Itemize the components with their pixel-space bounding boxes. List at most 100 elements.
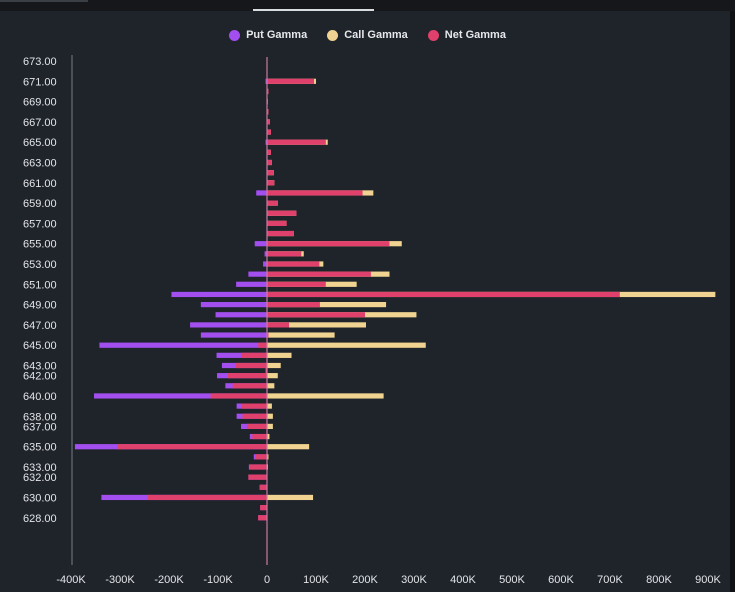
call-gamma-bar: [267, 433, 270, 440]
net-gamma-bar: [267, 271, 371, 277]
net-gamma-bar: [255, 454, 267, 460]
net-gamma-bar: [242, 413, 267, 419]
call-gamma-bar: [267, 383, 275, 389]
tab-indicator-left: [0, 0, 88, 2]
legend-item-put[interactable]: Put Gamma: [229, 29, 307, 41]
net-gamma-bar: [117, 444, 267, 450]
net-gamma-bar: [267, 322, 290, 328]
net-gamma-bar: [267, 261, 320, 267]
x-tick-label: 400K: [450, 574, 476, 586]
call-gamma-bar: [267, 332, 335, 338]
call-gamma-bar: [267, 302, 387, 308]
legend-dot-net: [427, 29, 439, 41]
y-tick-label: 637.00: [23, 421, 57, 433]
y-tick-label: 635.00: [23, 442, 57, 454]
y-tick-label: 655.00: [23, 239, 57, 251]
call-gamma-bar: [267, 322, 366, 328]
net-gamma-bar: [259, 484, 267, 490]
net-gamma-bar: [267, 281, 326, 287]
net-gamma-bar: [267, 180, 275, 186]
net-gamma-bar: [260, 505, 267, 511]
net-gamma-bar: [267, 88, 269, 95]
net-gamma-bar: [147, 494, 267, 501]
net-gamma-bar: [267, 129, 271, 135]
x-tick-label: 100K: [303, 574, 329, 586]
net-gamma-bar: [267, 312, 365, 318]
call-gamma-bar: [267, 373, 278, 379]
put-gamma-bar: [190, 322, 267, 328]
net-gamma-bar: [241, 403, 267, 409]
legend-dot-put: [229, 29, 241, 41]
legend-item-net[interactable]: Net Gamma: [427, 29, 506, 41]
x-tick-label: -200K: [154, 574, 184, 586]
put-gamma-bar: [256, 190, 267, 196]
y-tick-label: 663.00: [23, 158, 57, 170]
put-gamma-bar: [215, 312, 267, 318]
legend-label-net: Net Gamma: [444, 29, 506, 41]
net-gamma-bar: [258, 342, 267, 348]
call-gamma-bar: [267, 342, 426, 348]
call-gamma-bar: [267, 494, 314, 501]
net-gamma-bar: [265, 367, 267, 374]
legend-label-put: Put Gamma: [246, 29, 308, 41]
x-tick-label: 200K: [352, 574, 378, 586]
put-gamma-bar: [99, 342, 267, 348]
x-tick-label: 700K: [597, 574, 623, 586]
x-tick-label: 300K: [401, 574, 427, 586]
net-gamma-bar: [235, 362, 267, 369]
x-tick-label: 600K: [548, 574, 574, 586]
net-gamma-bar: [267, 78, 315, 84]
net-gamma-bar: [267, 159, 272, 166]
y-tick-label: 651.00: [23, 279, 57, 291]
legend-item-call[interactable]: Call Gamma: [327, 29, 408, 41]
legend-dot-call: [327, 29, 339, 41]
net-gamma-bar: [267, 332, 269, 338]
call-gamma-bar: [267, 454, 269, 460]
y-tick-label: 633.00: [23, 462, 57, 474]
x-tick-label: 500K: [499, 574, 525, 586]
put-gamma-bar: [265, 139, 267, 145]
net-gamma-bar: [267, 230, 294, 237]
call-gamma-bar: [267, 423, 273, 429]
y-tick-label: 640.00: [23, 391, 57, 403]
y-tick-label: 667.00: [23, 117, 57, 129]
y-tick-label: 647.00: [23, 320, 57, 332]
y-tick-label: 659.00: [23, 198, 57, 210]
net-gamma-bar: [267, 210, 297, 216]
y-tick-label: 673.00: [23, 56, 57, 68]
call-gamma-bar: [267, 403, 272, 409]
call-gamma-bar: [267, 352, 292, 358]
net-gamma-bar: [210, 393, 267, 399]
net-gamma-bar: [246, 423, 267, 429]
put-gamma-bar: [248, 271, 267, 277]
net-gamma-bar: [267, 190, 363, 196]
net-gamma-bar: [267, 119, 270, 125]
y-tick-label: 665.00: [23, 137, 57, 149]
y-tick-label: 628.00: [23, 513, 57, 525]
net-gamma-bar: [267, 220, 287, 226]
y-tick-label: 630.00: [23, 492, 57, 504]
put-gamma-bar: [264, 251, 267, 257]
x-tick-label: -300K: [105, 574, 135, 586]
y-tick-label: 643.00: [23, 361, 57, 373]
y-tick-label: 657.00: [23, 218, 57, 230]
legend-label-call: Call Gamma: [344, 29, 408, 41]
put-gamma-bar: [265, 78, 267, 84]
y-tick-label: 669.00: [23, 97, 57, 109]
chart-legend: Put Gamma Call Gamma Net Gamma: [0, 26, 735, 44]
put-gamma-bar: [263, 261, 267, 267]
net-gamma-bar: [267, 241, 390, 247]
active-tab-underline: [253, 9, 374, 11]
x-tick-label: 800K: [646, 574, 672, 586]
net-gamma-bar: [249, 464, 267, 470]
put-gamma-bar: [254, 241, 267, 247]
y-tick-label: 653.00: [23, 259, 57, 271]
net-gamma-bar: [267, 291, 620, 298]
x-tick-label: 0: [264, 574, 270, 586]
x-tick-label: -400K: [56, 574, 86, 586]
net-gamma-bar: [248, 474, 267, 480]
y-tick-label: 645.00: [23, 340, 57, 352]
net-gamma-bar: [267, 251, 302, 257]
net-gamma-bar: [232, 383, 267, 389]
y-tick-label: 642.00: [23, 371, 57, 383]
